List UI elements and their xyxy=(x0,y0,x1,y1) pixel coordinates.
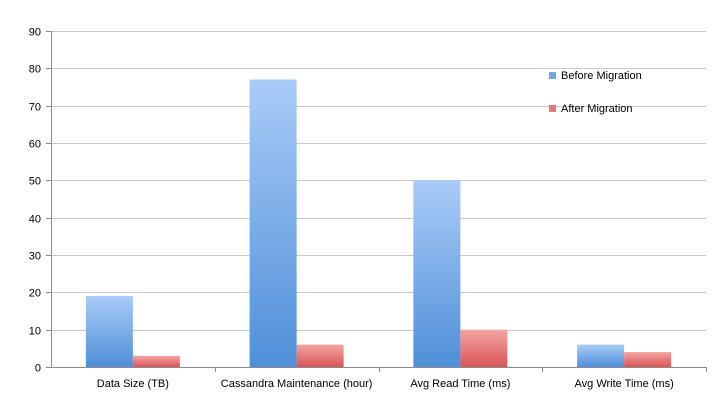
y-tick-labels: 0 10 20 30 40 50 60 70 80 90 xyxy=(29,27,41,375)
bar-after-migration xyxy=(132,355,180,367)
axes xyxy=(46,31,707,372)
legend-swatch xyxy=(549,105,556,112)
gridlines xyxy=(51,31,706,331)
bars xyxy=(85,79,672,368)
bar-after-migration xyxy=(624,352,672,367)
bar-after-migration xyxy=(460,329,508,367)
legend-label: Before Migration xyxy=(561,70,642,82)
x-category-label: Cassandra Maintenance (hour) xyxy=(221,378,373,390)
y-tick-label: 20 xyxy=(29,288,41,300)
y-tick-label: 90 xyxy=(29,27,41,39)
x-category-label: Avg Write Time (ms) xyxy=(575,378,674,390)
x-category-labels: Data Size (TB) Cassandra Maintenance (hou… xyxy=(97,378,674,390)
x-category-label: Data Size (TB) xyxy=(97,378,169,390)
bar-before-migration xyxy=(413,180,461,367)
y-tick-label: 70 xyxy=(29,102,41,114)
y-tick-label: 50 xyxy=(29,176,41,188)
legend-swatch xyxy=(549,72,556,79)
legend-label: After Migration xyxy=(561,103,633,115)
x-category-label: Avg Read Time (ms) xyxy=(410,378,510,390)
y-tick-label: 80 xyxy=(29,64,41,76)
bar-before-migration xyxy=(249,79,297,368)
y-tick-label: 10 xyxy=(29,326,41,338)
y-tick-label: 0 xyxy=(35,363,41,375)
bar-before-migration xyxy=(577,344,625,367)
bar-before-migration xyxy=(85,296,133,367)
y-tick-label: 60 xyxy=(29,139,41,151)
y-tick-label: 40 xyxy=(29,214,41,226)
bar-after-migration xyxy=(296,344,344,367)
y-tick-label: 30 xyxy=(29,251,41,263)
legend: Before Migration After Migration xyxy=(549,70,642,115)
